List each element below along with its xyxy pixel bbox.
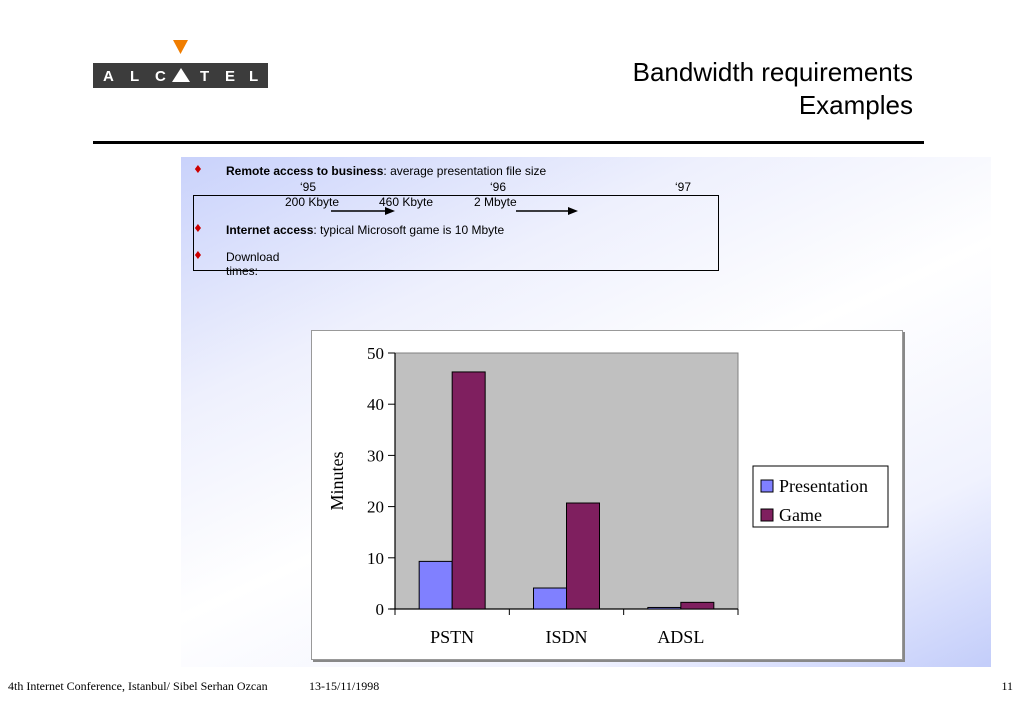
- year-97: ‘97: [675, 180, 692, 194]
- legend-label: Game: [779, 505, 822, 525]
- bar-game-pstn: [451, 371, 486, 610]
- arrow-right-icon: [516, 207, 578, 215]
- bullet-diamond-icon: ♦: [193, 163, 203, 176]
- year-96: ‘96: [490, 180, 507, 194]
- bar-presentation-adsl: [647, 606, 682, 610]
- title-divider: [93, 141, 924, 144]
- y-axis-label: Minutes: [327, 451, 347, 510]
- bar-presentation-isdn: [533, 587, 567, 610]
- bullet-remote-access-bold: Remote access to business: [226, 164, 384, 178]
- slide-title-line1: Bandwidth requirements: [632, 57, 913, 87]
- x-tick-label: ISDN: [545, 627, 587, 647]
- bar-game-isdn: [566, 502, 600, 610]
- page-number: 11: [1001, 679, 1013, 693]
- alcatel-logo: A L C T E L: [93, 40, 268, 88]
- svg-text:L: L: [249, 68, 258, 85]
- size-95: 200 Kbyte: [285, 195, 340, 209]
- bar-presentation-pstn: [418, 560, 453, 610]
- bullet-download-line1: Download: [226, 250, 280, 264]
- bullet-download-times: Download times:: [226, 250, 279, 278]
- slide-title-line2: Examples: [798, 90, 913, 120]
- y-tick-label: 50: [367, 344, 384, 363]
- y-tick-label: 10: [367, 549, 384, 568]
- y-axis: 0 10 20 30 40 50: [367, 344, 396, 619]
- arrow-right-icon: [331, 207, 395, 215]
- size-97: 2 Mbyte: [474, 195, 517, 209]
- svg-text:T: T: [200, 68, 209, 85]
- svg-text:E: E: [225, 68, 235, 85]
- bullet-internet-access-bold: Internet access: [226, 223, 314, 237]
- x-tick-label: PSTN: [430, 627, 474, 647]
- bar-game-adsl: [680, 601, 715, 610]
- legend-label: Presentation: [779, 476, 868, 496]
- legend: Presentation Game: [752, 465, 889, 528]
- svg-text:A: A: [103, 68, 114, 85]
- bullet-remote-access: Remote access to business: average prese…: [226, 164, 546, 178]
- y-tick-label: 0: [376, 600, 385, 619]
- slide-title: Bandwidth requirements Examples: [633, 56, 913, 122]
- bullet-remote-access-rest: : average presentation file size: [383, 164, 547, 178]
- bar-chart: 0 10 20 30 40 50 PSTN ISDN ADSL Minutes Present…: [327, 344, 889, 647]
- bullet-internet-access: Internet access: typical Microsoft game …: [226, 223, 504, 237]
- footer-conference: 4th Internet Conference, Istanbul/ Sibel…: [8, 679, 268, 693]
- bullet-diamond-icon: ♦: [193, 222, 203, 235]
- bullet-internet-access-rest: : typical Microsoft game is 10 Mbyte: [313, 223, 505, 237]
- logo-triangle-icon: [173, 40, 188, 54]
- legend-swatch: [760, 479, 774, 493]
- bullet-box: [193, 195, 719, 271]
- svg-text:C: C: [155, 68, 166, 85]
- y-tick-label: 20: [367, 498, 384, 517]
- footer-date: 13-15/11/1998: [309, 679, 380, 693]
- legend-swatch: [760, 508, 774, 522]
- year-95: ‘95: [300, 180, 317, 194]
- legend-box: [752, 465, 889, 528]
- y-tick-label: 30: [367, 446, 384, 465]
- bullet-download-line2: times:: [226, 264, 259, 278]
- x-tick-label: ADSL: [657, 627, 704, 647]
- y-tick-label: 40: [367, 395, 384, 414]
- size-96: 460 Kbyte: [379, 195, 434, 209]
- bars: [418, 371, 715, 610]
- svg-text:L: L: [130, 68, 139, 85]
- x-axis: PSTN ISDN ADSL: [390, 608, 739, 647]
- bullet-diamond-icon: ♦: [193, 249, 203, 262]
